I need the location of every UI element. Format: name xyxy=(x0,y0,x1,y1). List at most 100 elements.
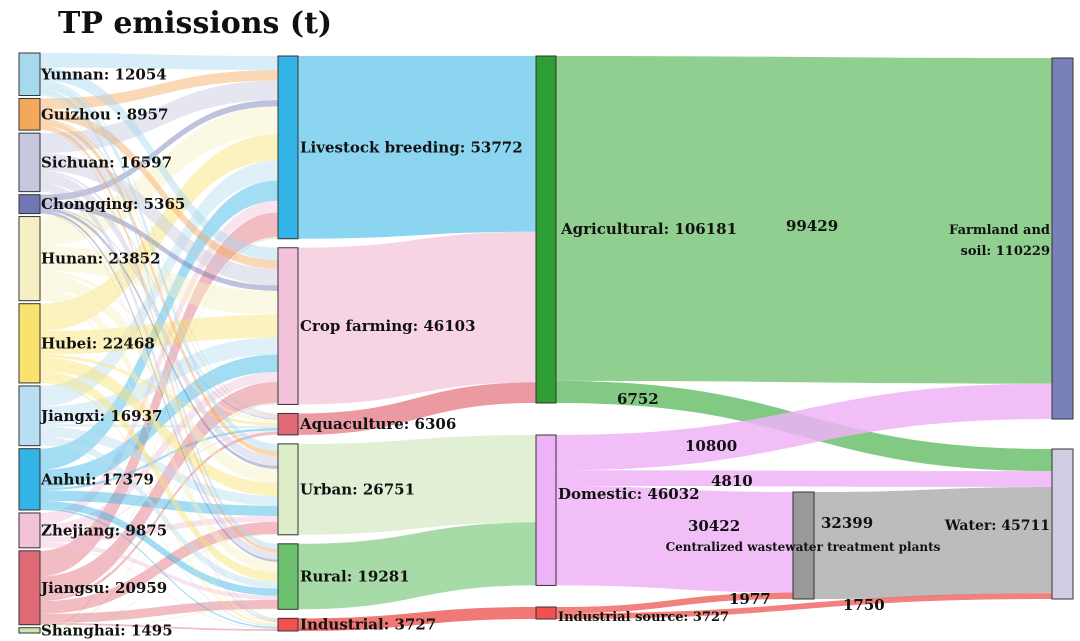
flow-guizhou-to-rural xyxy=(40,125,278,553)
label-urban: Urban: 26751 xyxy=(300,480,415,498)
node-hubei xyxy=(18,303,41,384)
node-hunan xyxy=(18,216,41,302)
flow-jiangxi-to-industrial xyxy=(40,444,278,627)
flow-sichuan-to-rural xyxy=(40,183,278,560)
label-wwtp: Centralized wastewater treatment plants xyxy=(666,540,941,554)
node-agricultural xyxy=(535,55,557,404)
flow-guizhou-to-livestock xyxy=(40,70,278,110)
flow-shanghai-to-crop xyxy=(40,402,278,632)
flow-jiangsu-to-aquaculture xyxy=(40,431,278,602)
node-livestock xyxy=(277,55,299,240)
flow-jiangsu-to-industrial xyxy=(40,622,278,631)
flow-zhejiang-to-industrial xyxy=(40,546,278,630)
node-wwtp xyxy=(792,491,815,600)
flow-sichuan-to-urban xyxy=(40,172,278,466)
flow-hubei-to-industrial xyxy=(40,381,278,626)
label-industrial: Industrial: 3727 xyxy=(300,616,436,634)
flow-jiangsu-to-rural xyxy=(40,599,278,623)
flow-hubei-to-urban xyxy=(40,357,278,496)
flow-chongqing-to-crop xyxy=(40,201,278,291)
flow-urban-to-domestic xyxy=(298,435,536,535)
node-jiangsu xyxy=(18,550,41,626)
label-crop: Crop farming: 46103 xyxy=(300,317,476,335)
node-farmland xyxy=(1051,57,1074,420)
node-sichuan xyxy=(18,132,41,193)
node-indsource xyxy=(535,606,557,620)
flow-jiangsu-to-urban xyxy=(40,521,278,614)
flow-anhui-to-aquaculture xyxy=(40,428,278,491)
node-yunnan xyxy=(18,52,41,97)
flow-livestock-to-agricultural xyxy=(298,56,536,239)
flow-label-industrial-source-water: 1750 xyxy=(843,596,885,614)
flow-hunan-to-livestock xyxy=(40,106,278,246)
flow-guizhou-to-urban xyxy=(40,120,278,457)
flow-zhejiang-to-urban xyxy=(40,515,278,543)
flow-yunnan-to-urban xyxy=(40,81,278,451)
flow-label-industrial-source-centralized-wastewater-treatment-plants: 1977 xyxy=(729,590,771,608)
flow-chongqing-to-livestock xyxy=(40,100,278,202)
flow-shanghai-to-urban xyxy=(40,533,278,633)
flow-indsource-to-centralized-wastewater-treatment-plants xyxy=(556,592,793,614)
flow-wwtp-to-water xyxy=(814,486,1052,599)
flow-zhejiang-to-aquaculture xyxy=(40,430,278,537)
flow-domestic-to-farmland-and-soil xyxy=(556,383,1052,471)
label-sichuan: Sichuan: 16597 xyxy=(41,153,172,171)
label-wwtp-value: 32399 xyxy=(821,514,873,532)
flow-zhejiang-to-crop xyxy=(40,371,278,536)
node-anhui xyxy=(18,448,41,511)
flow-guizhou-to-aquaculture xyxy=(40,118,278,417)
label-farmland-line1: Farmland and xyxy=(949,223,1050,238)
flow-shanghai-to-aquaculture xyxy=(40,434,278,632)
label-farmland-line2: soil: 110229 xyxy=(961,244,1050,259)
flow-hunan-to-aquaculture xyxy=(40,270,278,423)
node-jiangxi xyxy=(18,385,41,447)
node-water xyxy=(1051,448,1074,600)
flow-agricultural-to-farmland-and-soil xyxy=(556,56,1052,384)
label-aquaculture: Aquaculture: 6306 xyxy=(299,415,456,433)
node-aquaculture xyxy=(277,412,299,436)
flow-shanghai-to-livestock xyxy=(40,237,278,630)
label-hubei: Hubei: 22468 xyxy=(41,334,155,352)
label-chongqing: Chongqing: 5365 xyxy=(41,195,185,213)
label-livestock: Livestock breeding: 53772 xyxy=(300,138,523,156)
flow-jiangxi-to-livestock xyxy=(40,160,278,407)
node-crop xyxy=(277,247,299,405)
flow-chongqing-to-aquaculture xyxy=(40,206,278,420)
flow-sichuan-to-livestock xyxy=(40,80,278,154)
node-urban xyxy=(277,443,299,536)
flow-yunnan-to-aquaculture xyxy=(40,80,278,416)
flow-chongqing-to-rural xyxy=(40,210,278,562)
flow-hunan-to-industrial xyxy=(40,298,278,624)
flow-label-domestic-centralized-wastewater-treatment-plants: 30422 xyxy=(688,517,740,535)
flow-anhui-to-rural xyxy=(40,500,278,596)
flow-jiangsu-to-livestock xyxy=(40,212,278,577)
flow-crop-to-agricultural xyxy=(298,231,536,405)
flow-zhejiang-to-rural xyxy=(40,542,278,600)
flow-jiangxi-to-urban xyxy=(40,426,278,506)
label-guizhou: Guizhou : 8957 xyxy=(41,105,168,123)
flow-sichuan-to-crop xyxy=(40,153,278,286)
flow-jiangxi-to-rural xyxy=(40,436,278,589)
flow-shanghai-to-rural xyxy=(40,608,278,633)
flow-label-agricultural-water: 6752 xyxy=(617,390,659,408)
flow-sichuan-to-aquaculture xyxy=(40,170,278,419)
flow-anhui-to-crop xyxy=(40,354,278,488)
flow-chongqing-to-urban xyxy=(40,207,278,469)
label-shanghai: Shanghai: 1495 xyxy=(41,621,173,639)
flow-anhui-to-urban xyxy=(40,490,278,516)
flow-indsource-to-water xyxy=(556,593,1052,619)
flow-hunan-to-urban xyxy=(40,273,278,483)
label-jiangxi: Jiangxi: 16937 xyxy=(39,407,163,425)
flow-hubei-to-livestock xyxy=(40,134,278,332)
flow-hubei-to-crop xyxy=(40,314,278,355)
flow-anhui-to-industrial xyxy=(40,508,278,629)
node-chongqing xyxy=(18,194,41,215)
label-anhui: Anhui: 17379 xyxy=(40,470,154,488)
node-domestic xyxy=(535,434,557,586)
label-domestic: Domestic: 46032 xyxy=(558,485,700,503)
label-indsource: Industrial source: 3727 xyxy=(558,610,729,625)
flow-zhejiang-to-livestock xyxy=(40,200,278,525)
label-jiangsu: Jiangsu: 20959 xyxy=(39,579,167,597)
flow-hunan-to-rural xyxy=(40,288,278,572)
